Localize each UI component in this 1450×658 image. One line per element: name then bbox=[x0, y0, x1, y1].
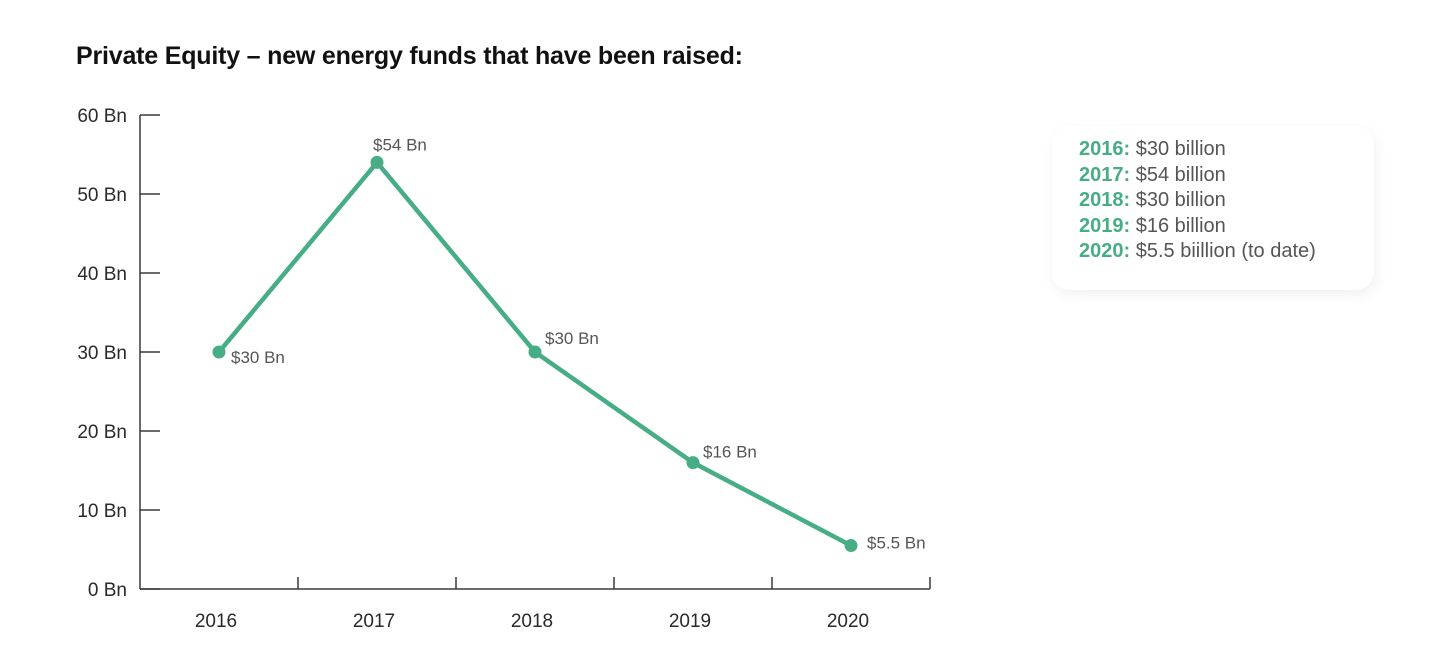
data-point bbox=[844, 539, 858, 553]
data-point bbox=[528, 345, 542, 359]
data-label: $54 Bn bbox=[373, 135, 427, 154]
summary-item-2017: 2017: $54 billion bbox=[1079, 163, 1374, 189]
summary-item-2018: 2018: $30 billion bbox=[1079, 188, 1374, 214]
summary-year-label: 2016: bbox=[1079, 138, 1131, 160]
summary-item-2019: 2019: $16 billion bbox=[1079, 214, 1374, 240]
y-tick-label: 10 Bn bbox=[77, 501, 127, 522]
data-label: $30 Bn bbox=[231, 348, 285, 367]
y-tick-label: 60 Bn bbox=[77, 106, 127, 127]
summary-item-2016: 2016: $30 billion bbox=[1079, 137, 1374, 163]
x-tick-label: 2016 bbox=[195, 611, 237, 632]
summary-year-label: 2018: bbox=[1079, 189, 1131, 212]
data-label: $5.5 Bn bbox=[867, 534, 926, 553]
y-tick-label: 40 Bn bbox=[77, 264, 127, 285]
summary-value: $54 billion bbox=[1130, 163, 1226, 186]
data-point bbox=[212, 345, 226, 359]
y-tick-label: 30 Bn bbox=[77, 343, 127, 364]
summary-item-2020: 2020: $5.5 biillion (to date) bbox=[1079, 239, 1374, 265]
chart-title: Private Equity – new energy funds that h… bbox=[76, 42, 743, 70]
y-tick-label: 0 Bn bbox=[88, 580, 127, 601]
summary-value: $30 billion bbox=[1130, 138, 1226, 160]
y-tick-label: 20 Bn bbox=[77, 422, 127, 443]
y-tick-label: 50 Bn bbox=[77, 185, 127, 206]
summary-value: $30 billion bbox=[1130, 189, 1226, 212]
x-tick-label: 2018 bbox=[511, 611, 553, 632]
summary-year-label: 2019: bbox=[1079, 214, 1131, 237]
x-tick-label: 2017 bbox=[353, 611, 395, 632]
summary-card: 2016: $30 billion 2017: $54 billion 2018… bbox=[1052, 126, 1374, 290]
data-label: $30 Bn bbox=[545, 329, 599, 348]
summary-year-label: 2017: bbox=[1079, 163, 1131, 186]
summary-value: $5.5 biillion (to date) bbox=[1130, 240, 1316, 263]
data-label: $16 Bn bbox=[703, 443, 757, 462]
x-tick-label: 2020 bbox=[827, 611, 869, 632]
x-tick-label: 2019 bbox=[669, 611, 711, 632]
summary-year-label: 2020: bbox=[1079, 240, 1131, 263]
data-point bbox=[686, 456, 700, 470]
summary-value: $16 billion bbox=[1130, 214, 1226, 237]
data-point bbox=[370, 155, 384, 169]
